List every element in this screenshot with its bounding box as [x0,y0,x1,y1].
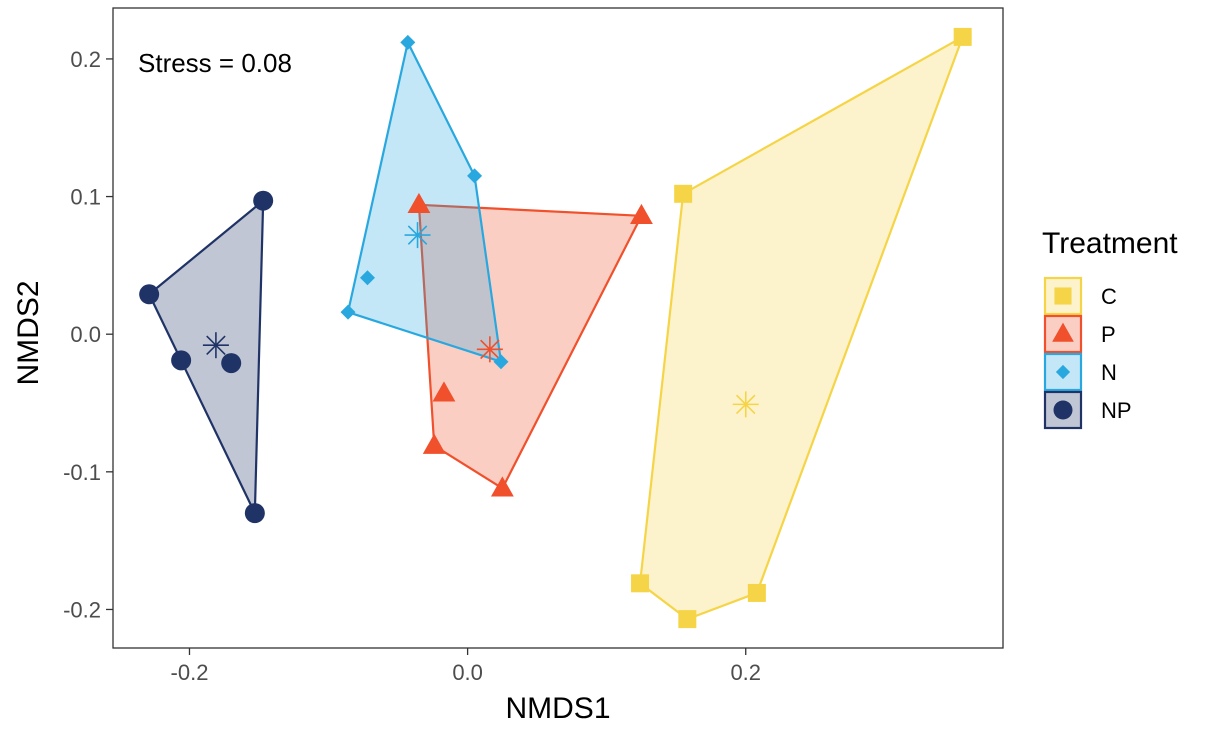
legend-marker-c [1054,287,1072,305]
x-tick-label: -0.2 [171,660,209,685]
x-tick-label: 0.2 [730,660,761,685]
x-axis-title: NMDS1 [505,692,610,725]
y-tick-label: 0.2 [70,47,101,72]
legend-item-np: NP [1043,390,1132,430]
hull-layer [148,35,964,621]
point-layer [139,27,972,629]
y-axis-title: NMDS2 [12,280,45,385]
point-p [630,203,653,224]
legend-marker-p [1052,322,1074,342]
point-np [244,503,265,524]
y-axis: -0.2 -0.1 0.0 0.1 0.2 [63,47,113,622]
point-p [422,433,446,454]
point-p [490,476,514,497]
point-p [432,381,456,402]
legend-item-p: P [1043,314,1116,354]
point-p [407,192,431,213]
point-c [953,27,972,46]
legend-label-p: P [1101,322,1116,347]
centroid-c [732,391,759,418]
point-n [493,354,509,370]
stress-annotation: Stress = 0.08 [138,48,292,78]
legend-marker-n [1055,364,1071,380]
centroid-np [202,332,229,359]
centroid-p [476,336,503,363]
point-c [678,610,697,629]
point-n [340,304,356,320]
y-tick-label: -0.1 [63,460,101,485]
y-tick-label: 0.1 [70,185,101,210]
point-n [400,34,416,50]
x-tick-label: 0.0 [452,660,483,685]
hull-np [148,199,265,515]
point-np [139,284,160,305]
centroid-n [404,222,431,249]
point-n [467,168,483,184]
legend-item-c: C [1043,276,1117,316]
legend-label-c: C [1101,284,1117,309]
x-axis: -0.2 0.0 0.2 [171,648,761,685]
legend-marker-np [1053,400,1073,420]
legend: Treatment CPN NP [1042,227,1178,430]
point-c [674,184,693,203]
plot-panel-border [112,7,1004,649]
point-c [631,574,650,593]
legend-label-np: NP [1101,398,1132,423]
y-tick-label: 0.0 [70,322,101,347]
y-tick-label: -0.2 [63,597,101,622]
centroid-layer [202,222,759,418]
point-np [171,350,192,371]
legend-title: Treatment [1042,227,1178,260]
point-c [747,583,766,602]
point-np [253,190,274,211]
legend-label-n: N [1101,360,1117,385]
legend-item-n: N [1043,352,1117,392]
point-n [359,270,375,286]
hull-c [638,35,964,621]
point-np [221,353,242,374]
